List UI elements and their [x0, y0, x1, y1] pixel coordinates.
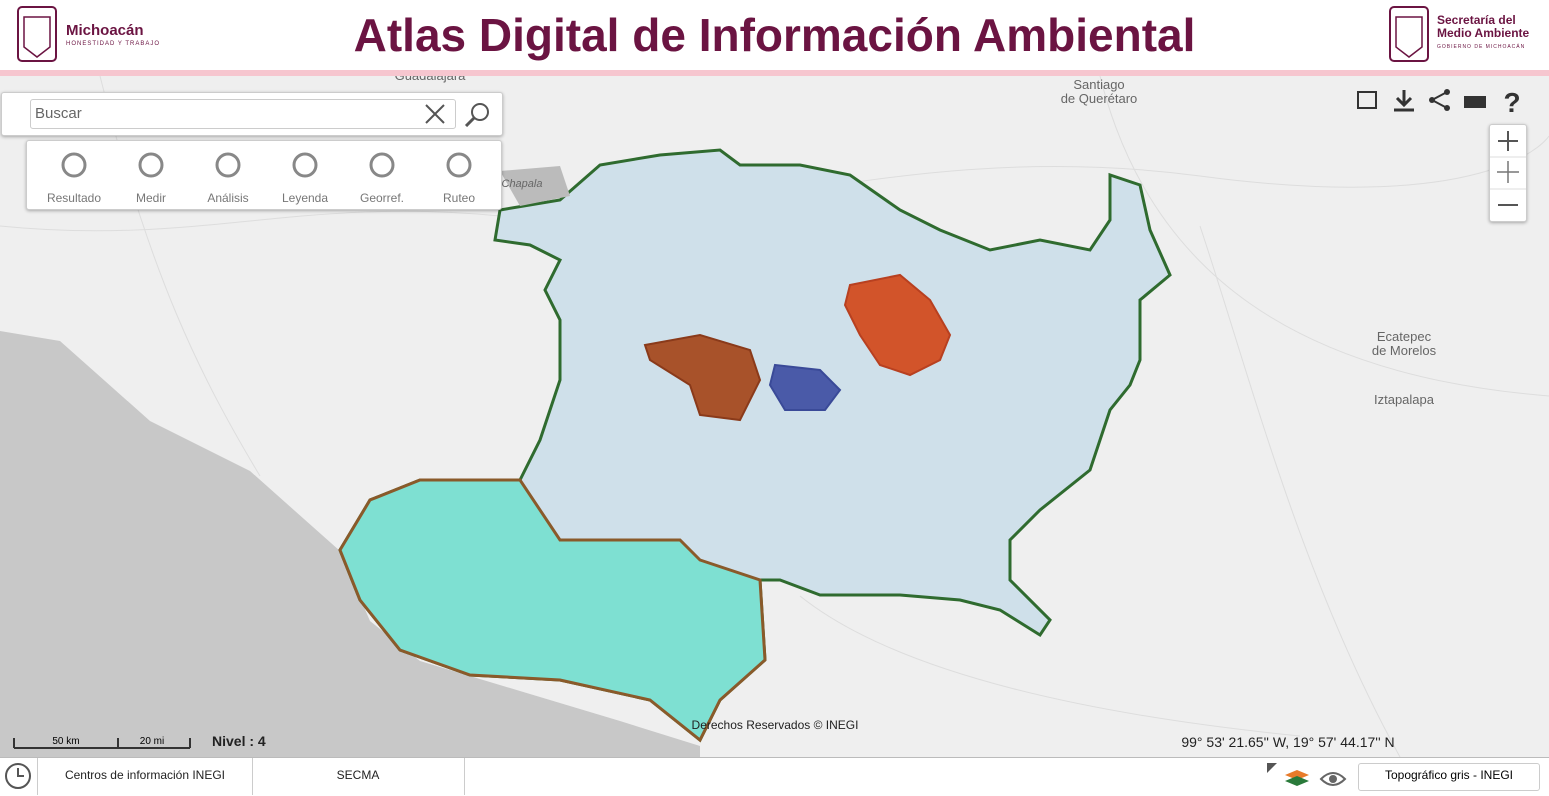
secma-line: Secretaría del — [1437, 13, 1516, 27]
tool-button[interactable]: Leyenda — [281, 191, 329, 205]
map[interactable]: Guadalajara Chapala Santiago de Querétar… — [0, 76, 1549, 757]
tool-button[interactable]: Análisis — [207, 191, 249, 205]
footer-tab[interactable]: Centros de información INEGI — [37, 758, 253, 795]
map-canvas: Guadalajara Chapala Santiago de Querétar… — [0, 76, 1549, 757]
city-label: Ecatepec — [1377, 329, 1432, 344]
tool-icon — [292, 152, 318, 178]
history-icon[interactable] — [3, 761, 33, 791]
city-label: Guadalajara — [395, 76, 467, 83]
state-motto: HONESTIDAD Y TRABAJO — [66, 41, 161, 47]
header-rule — [0, 70, 1549, 76]
tool-button[interactable]: Medir — [135, 191, 166, 205]
zoom-level: Nivel : 4 — [212, 733, 266, 749]
secma-line: Medio Ambiente — [1437, 26, 1530, 40]
ocean — [0, 331, 700, 757]
tool-button[interactable]: Georref. — [359, 191, 404, 205]
search-buttons[interactable] — [422, 101, 497, 127]
top-tools[interactable]: ? — [1352, 84, 1527, 118]
footer: Centros de información INEGI SECMA Topog… — [0, 757, 1549, 796]
scale-mi: 20 mi — [140, 736, 164, 747]
tool-icon — [215, 152, 241, 178]
toolbar: Resultado Medir Análisis Leyenda Georref. Rut… — [26, 140, 502, 210]
highlight-zone — [643, 333, 762, 422]
coordinates: 99° 53' 21.65'' W, 19° 57' 44.17'' N — [1181, 734, 1394, 750]
tool-button[interactable]: Resultado — [46, 191, 102, 205]
secma-logo — [1389, 6, 1429, 62]
lake — [500, 166, 570, 206]
city-label: de Morelos — [1372, 343, 1437, 358]
lake-label: Chapala — [502, 178, 543, 190]
search-panel: Buscar — [1, 92, 503, 136]
city-label: de Querétaro — [1061, 91, 1138, 106]
secma-gov: GOBIERNO DE MICHOACÁN — [1437, 44, 1526, 50]
state-name: Michoacán — [66, 22, 144, 39]
highlight-zone — [843, 273, 952, 377]
app-title: Atlas Digital de Información Ambiental — [353, 9, 1196, 61]
city-label: Santiago — [1073, 77, 1124, 92]
tool-icon — [61, 152, 87, 178]
svg-text:?: ? — [1503, 87, 1520, 118]
zoom-icons — [1490, 131, 1526, 206]
zoom-control[interactable] — [1489, 124, 1527, 222]
secma-name: Secretaría del Medio Ambiente — [1437, 14, 1529, 40]
footer-tab[interactable]: SECMA — [252, 758, 465, 795]
layer-icons[interactable] — [1265, 761, 1350, 791]
basemap-selector[interactable]: Topográfico gris - INEGI — [1358, 763, 1540, 791]
scale-km: 50 km — [52, 736, 79, 747]
attribution: Derechos Reservados © INEGI — [692, 718, 859, 732]
tool-button[interactable]: Ruteo — [442, 191, 476, 205]
state-logo — [17, 6, 57, 62]
scale-bar — [13, 738, 191, 749]
highlight-zone — [768, 363, 842, 411]
tool-icon — [369, 152, 395, 178]
tool-icon — [138, 152, 164, 178]
city-label: Iztapalapa — [1374, 392, 1435, 407]
header: Michoacán HONESTIDAD Y TRABAJO Atlas Dig… — [0, 0, 1549, 70]
search-input[interactable]: Buscar — [30, 99, 456, 129]
tool-icon — [446, 152, 472, 178]
coastal-region — [338, 478, 767, 743]
